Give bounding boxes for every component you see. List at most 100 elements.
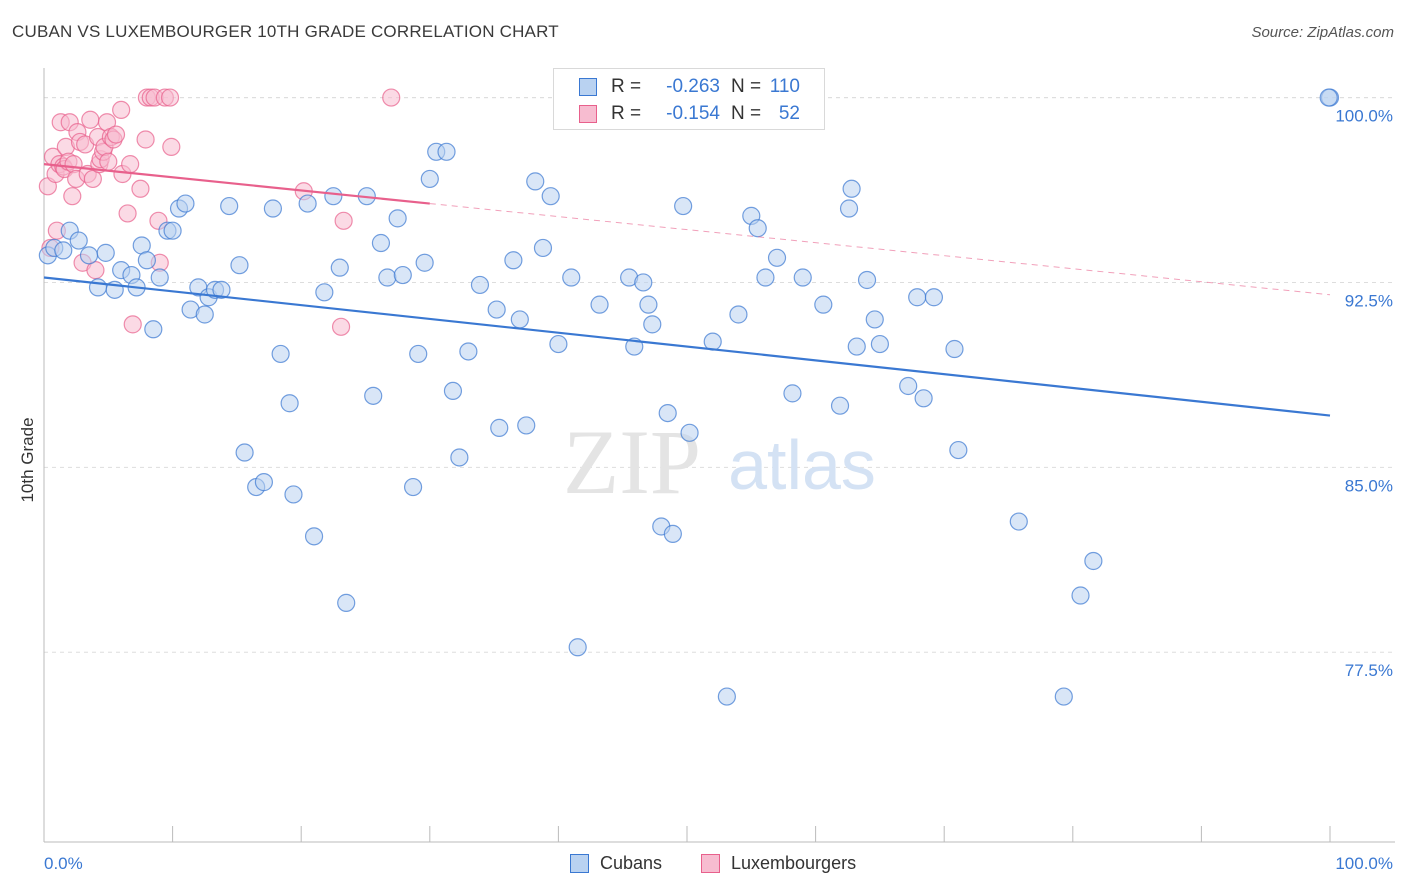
luxembourgers-point bbox=[118, 204, 137, 223]
luxembourgers-point bbox=[382, 88, 401, 107]
r-label: R = bbox=[611, 103, 642, 124]
cubans-point bbox=[443, 381, 463, 401]
source-label: Source: ZipAtlas.com bbox=[1251, 24, 1394, 41]
cubans-point bbox=[220, 196, 239, 216]
y-tick-label: 100.0% bbox=[1335, 107, 1393, 126]
grid-lines bbox=[44, 97, 1395, 653]
cubans-point bbox=[814, 295, 833, 314]
cubans-point bbox=[393, 265, 412, 285]
cubans-point bbox=[144, 320, 163, 339]
cubans-point bbox=[304, 527, 324, 546]
luxembourgers-point bbox=[121, 155, 140, 174]
cubans-point bbox=[470, 275, 490, 295]
cubans-point bbox=[658, 403, 677, 423]
cubans-point bbox=[793, 268, 812, 287]
chart-title: CUBAN VS LUXEMBOURGER 10TH GRADE CORRELA… bbox=[12, 22, 559, 41]
cubans-point bbox=[533, 238, 553, 258]
cubans-point bbox=[487, 300, 506, 319]
y-axis-label: 10th Grade bbox=[18, 417, 37, 503]
legend-row-cubans: R = -0.263 N = 110 bbox=[554, 73, 824, 101]
cubans-point bbox=[674, 196, 693, 216]
cubans-point bbox=[634, 273, 653, 292]
cubans-point bbox=[767, 248, 787, 267]
cubans-point bbox=[857, 270, 877, 290]
cubans-point bbox=[96, 243, 115, 262]
cubans-point bbox=[865, 310, 884, 329]
cubans-point bbox=[330, 258, 349, 277]
cubans-point bbox=[568, 638, 587, 657]
r-value: -0.154 bbox=[666, 103, 720, 124]
cubans-trend-line bbox=[43, 276, 1331, 417]
cubans-point bbox=[663, 524, 682, 543]
cubans-point bbox=[590, 295, 609, 314]
cubans-point bbox=[783, 384, 802, 403]
cubans-point bbox=[1009, 512, 1028, 531]
luxembourgers-point bbox=[162, 137, 181, 156]
cubans-point bbox=[945, 339, 964, 359]
tick-labels: 100.0% 92.5% 85.0% 77.5% 0.0% 100.0% bbox=[44, 107, 1393, 873]
legend-label-luxembourgers: Luxembourgers bbox=[731, 853, 857, 873]
legend-swatch-luxembourgers bbox=[701, 854, 720, 873]
cubans-point bbox=[150, 268, 169, 287]
cubans-point bbox=[517, 416, 536, 435]
luxembourgers-point bbox=[331, 317, 351, 336]
luxembourgers-point bbox=[63, 187, 82, 206]
cubans-point bbox=[1071, 586, 1090, 605]
r-label: R = bbox=[611, 76, 642, 97]
luxembourgers-point bbox=[131, 179, 150, 198]
cubans-point bbox=[748, 219, 767, 238]
cubans-point bbox=[562, 268, 581, 287]
cubans-point bbox=[526, 172, 545, 191]
legend-swatch-cubans bbox=[579, 78, 597, 96]
cubans-point bbox=[54, 241, 73, 260]
cubans-point bbox=[324, 187, 343, 206]
cubans-point bbox=[79, 246, 99, 265]
correlation-legend: R = -0.263 N = 110 R = -0.154 N = 52 bbox=[553, 68, 825, 130]
cubans-point bbox=[409, 344, 428, 364]
luxembourgers-point bbox=[106, 125, 126, 144]
luxembourgers-trend-line bbox=[43, 163, 430, 205]
watermark-zip: ZIP bbox=[563, 411, 701, 513]
cubans-point bbox=[870, 334, 890, 354]
cubans-point bbox=[842, 179, 861, 198]
cubans-point bbox=[847, 337, 866, 356]
luxembourgers-point bbox=[99, 152, 118, 171]
legend-swatch-luxembourgers bbox=[579, 105, 597, 123]
legend-row-luxembourgers: R = -0.154 N = 52 bbox=[554, 100, 824, 128]
cubans-point bbox=[371, 233, 391, 253]
cubans-point bbox=[271, 344, 290, 364]
cubans-point bbox=[163, 221, 182, 240]
luxembourgers-trend-extension bbox=[429, 203, 1331, 296]
cubans-point bbox=[541, 187, 560, 206]
n-label: N = bbox=[731, 103, 762, 124]
cubans-point bbox=[1319, 88, 1338, 107]
cubans-point bbox=[212, 280, 231, 299]
cubans-point bbox=[137, 251, 156, 270]
cubans-point bbox=[230, 256, 249, 275]
cubans-point bbox=[504, 251, 523, 270]
axes bbox=[43, 68, 1395, 843]
cubans-point bbox=[459, 342, 478, 361]
y-tick-label: 85.0% bbox=[1345, 476, 1393, 495]
cubans-point bbox=[899, 376, 918, 396]
cubans-point bbox=[235, 443, 254, 462]
cubans-point bbox=[643, 315, 662, 334]
cubans-point bbox=[176, 194, 195, 213]
cubans-point bbox=[437, 142, 456, 161]
cubans-point bbox=[378, 268, 397, 287]
y-tick-label: 77.5% bbox=[1345, 661, 1393, 680]
cubans-point bbox=[280, 394, 299, 413]
watermark: ZIP atlas bbox=[563, 411, 876, 513]
cubans-point bbox=[830, 396, 850, 415]
cubans-point bbox=[315, 283, 334, 302]
n-value: 52 bbox=[778, 103, 800, 124]
luxembourgers-point bbox=[136, 130, 155, 149]
cubans-point bbox=[510, 310, 529, 329]
cubans-point bbox=[195, 305, 214, 324]
cubans-point bbox=[1054, 687, 1073, 706]
cubans-point bbox=[263, 199, 283, 218]
x-tick-label: 100.0% bbox=[1335, 854, 1393, 873]
legend-label-cubans: Cubans bbox=[600, 853, 663, 873]
cubans-point bbox=[729, 305, 748, 324]
cubans-point bbox=[388, 209, 407, 228]
